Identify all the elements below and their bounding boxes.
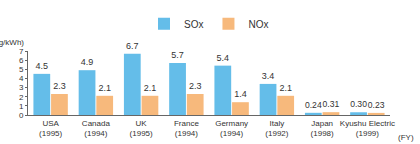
svg-text:USA(1995): USA(1995) [39,119,62,138]
svg-text:NOx: NOx [248,19,268,30]
svg-text:3: 3 [19,83,24,92]
svg-text:1: 1 [19,102,24,111]
svg-text:7: 7 [19,47,24,56]
svg-text:0.30: 0.30 [350,99,367,109]
svg-text:0.24: 0.24 [305,100,322,110]
svg-text:4.5: 4.5 [36,61,49,71]
svg-text:3.4: 3.4 [262,71,275,81]
svg-text:0.23: 0.23 [368,100,385,110]
svg-text:Kyushu Electric(1999): Kyushu Electric(1999) [340,119,395,138]
svg-text:Germany(1994): Germany(1994) [215,119,248,138]
svg-text:4.9: 4.9 [81,57,94,67]
svg-text:0: 0 [19,111,24,120]
svg-text:2.3: 2.3 [189,81,202,91]
svg-text:2.1: 2.1 [144,83,157,93]
svg-text:4: 4 [19,74,24,83]
svg-text:(g/kWh): (g/kWh) [0,38,24,47]
svg-text:Italy(1992): Italy(1992) [265,119,288,138]
svg-text:Japan(1998): Japan(1998) [311,119,334,138]
svg-text:2: 2 [19,93,24,102]
svg-text:6: 6 [19,56,24,65]
svg-text:Canada(1994): Canada(1994) [82,119,111,138]
svg-text:5.7: 5.7 [171,50,184,60]
svg-text:5: 5 [19,65,24,74]
svg-text:5.4: 5.4 [217,53,230,63]
svg-text:0.31: 0.31 [323,99,340,109]
svg-text:2.1: 2.1 [98,83,111,93]
svg-text:France(1994): France(1994) [174,119,199,138]
svg-text:(FY): (FY) [398,133,414,142]
svg-text:1.4: 1.4 [234,89,247,99]
svg-text:6.7: 6.7 [126,41,139,51]
svg-text:SOx: SOx [184,19,203,30]
svg-text:2.3: 2.3 [53,81,66,91]
svg-text:UK(1995): UK(1995) [130,119,153,138]
svg-text:2.1: 2.1 [279,83,292,93]
